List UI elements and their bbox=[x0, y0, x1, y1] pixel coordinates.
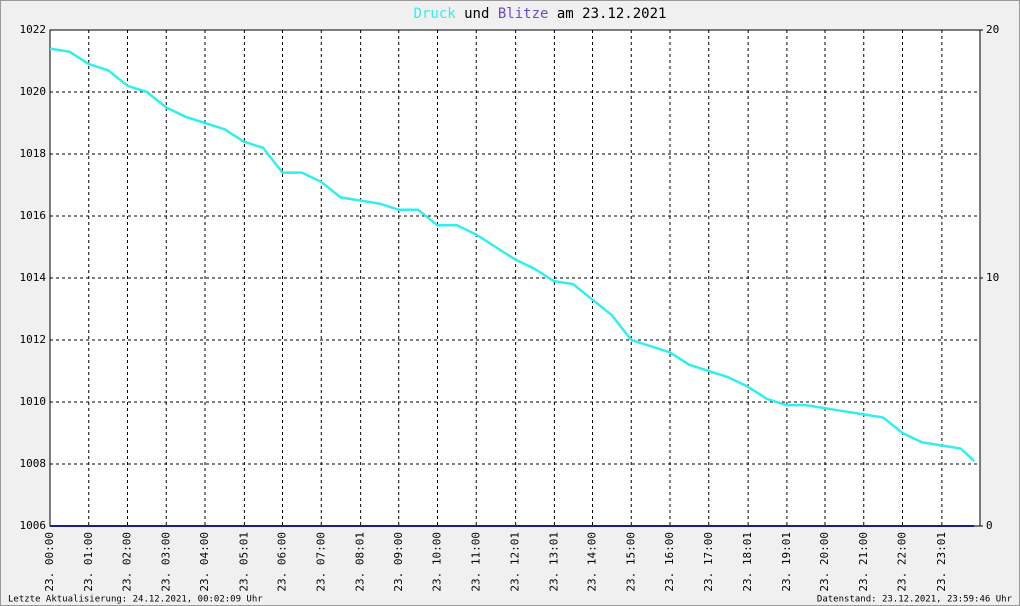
x-tick-label: 23. 07:00 bbox=[314, 532, 327, 592]
x-tick-label: 23. 19:01 bbox=[780, 532, 793, 592]
x-tick-label: 23. 11:00 bbox=[469, 532, 482, 592]
x-tick-label: 23. 10:00 bbox=[431, 532, 444, 592]
x-tick-label: 23. 20:00 bbox=[818, 532, 831, 592]
x-tick-label: 23. 01:00 bbox=[82, 532, 95, 592]
x-tick-label: 23. 17:00 bbox=[702, 532, 715, 592]
x-tick-label: 23. 22:00 bbox=[896, 532, 909, 592]
x-tick-label: 23. 03:00 bbox=[159, 532, 172, 592]
footer-right: Datenstand: 23.12.2021, 23:59:46 Uhr bbox=[817, 595, 1013, 605]
x-tick-label: 23. 14:00 bbox=[586, 532, 599, 592]
x-tick-label: 23. 05:01 bbox=[237, 532, 250, 592]
y-tick-label: 1008 bbox=[20, 457, 47, 470]
y-tick-label: 1014 bbox=[20, 271, 47, 284]
x-tick-label: 23. 06:00 bbox=[276, 532, 289, 592]
y-tick-label: 1022 bbox=[20, 23, 47, 36]
x-tick-label: 23. 15:00 bbox=[624, 532, 637, 592]
y2-tick-label: 0 bbox=[986, 519, 993, 532]
footer-left: Letzte Aktualisierung: 24.12.2021, 00:02… bbox=[8, 595, 263, 605]
y-tick-label: 1020 bbox=[20, 85, 47, 98]
x-tick-label: 23. 08:01 bbox=[354, 532, 367, 592]
x-tick-label: 23. 12:01 bbox=[509, 532, 522, 592]
x-tick-label: 23. 21:00 bbox=[857, 532, 870, 592]
x-tick-label: 23. 16:00 bbox=[663, 532, 676, 592]
x-tick-label: 23. 04:00 bbox=[198, 532, 211, 592]
x-tick-label: 23. 18:01 bbox=[741, 532, 754, 592]
y2-tick-label: 10 bbox=[986, 271, 999, 284]
x-tick-label: 23. 00:00 bbox=[43, 532, 56, 592]
chart-title: Druck und Blitze am 23.12.2021 bbox=[414, 6, 667, 22]
y-tick-label: 1006 bbox=[20, 519, 47, 532]
x-tick-label: 23. 13:01 bbox=[547, 532, 560, 592]
x-tick-label: 23. 02:00 bbox=[121, 532, 134, 592]
y2-tick-label: 20 bbox=[986, 23, 999, 36]
title-part: am 23.12.2021 bbox=[557, 6, 667, 22]
title-part: Blitze bbox=[498, 6, 549, 22]
series-line bbox=[49, 47, 976, 462]
y-tick-label: 1010 bbox=[20, 395, 47, 408]
title-part: und bbox=[464, 6, 489, 22]
y-tick-label: 1018 bbox=[20, 147, 47, 160]
y-tick-label: 1016 bbox=[20, 209, 47, 222]
x-tick-label: 23. 23:01 bbox=[935, 532, 948, 592]
title-part: Druck bbox=[414, 6, 457, 22]
x-tick-label: 23. 09:00 bbox=[392, 532, 405, 592]
y-tick-label: 1012 bbox=[20, 333, 47, 346]
